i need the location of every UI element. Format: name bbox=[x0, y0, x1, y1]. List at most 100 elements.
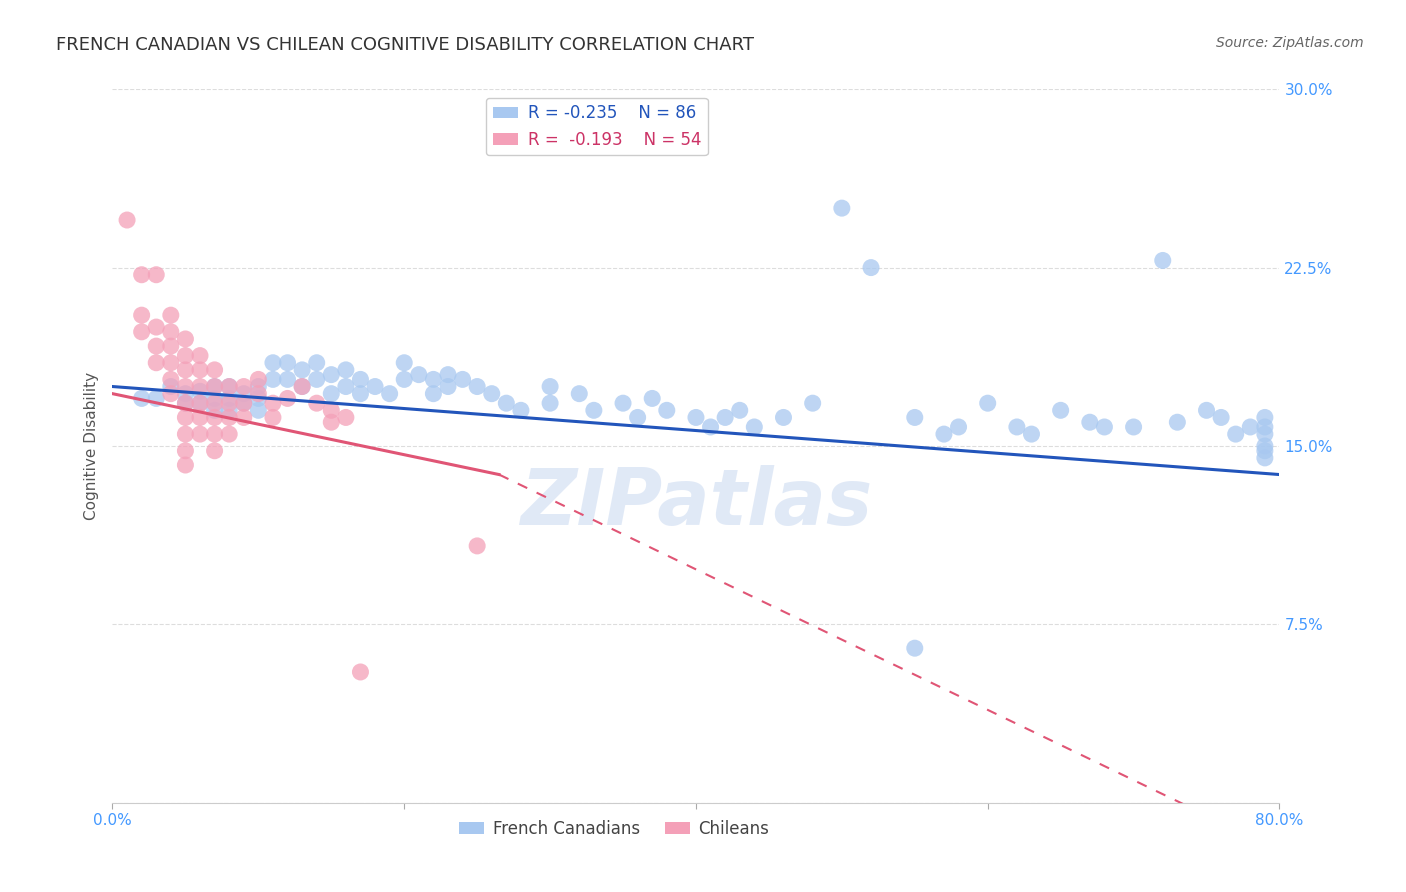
Point bbox=[1239, 420, 1261, 434]
Point bbox=[801, 396, 824, 410]
Point bbox=[451, 372, 474, 386]
Point bbox=[160, 325, 183, 339]
Point bbox=[174, 379, 197, 393]
Point bbox=[408, 368, 430, 382]
Point bbox=[218, 379, 240, 393]
Point bbox=[948, 420, 970, 434]
Point bbox=[188, 396, 211, 410]
Text: Source: ZipAtlas.com: Source: ZipAtlas.com bbox=[1216, 36, 1364, 50]
Point bbox=[321, 415, 343, 429]
Point bbox=[699, 420, 721, 434]
Point bbox=[247, 372, 270, 386]
Point bbox=[394, 356, 416, 370]
Point bbox=[305, 356, 328, 370]
Text: FRENCH CANADIAN VS CHILEAN COGNITIVE DISABILITY CORRELATION CHART: FRENCH CANADIAN VS CHILEAN COGNITIVE DIS… bbox=[56, 36, 754, 54]
Point bbox=[131, 325, 153, 339]
Point bbox=[465, 379, 488, 393]
Point bbox=[174, 410, 197, 425]
Point bbox=[291, 379, 314, 393]
Point bbox=[641, 392, 664, 406]
Point bbox=[218, 427, 240, 442]
Point bbox=[204, 410, 226, 425]
Point bbox=[305, 372, 328, 386]
Point bbox=[1254, 443, 1277, 458]
Point bbox=[976, 396, 998, 410]
Point bbox=[904, 410, 927, 425]
Point bbox=[437, 368, 460, 382]
Point bbox=[204, 379, 226, 393]
Point bbox=[321, 403, 343, 417]
Point bbox=[495, 396, 517, 410]
Point bbox=[321, 368, 343, 382]
Point bbox=[188, 396, 211, 410]
Point bbox=[174, 396, 197, 410]
Point bbox=[188, 379, 211, 393]
Point bbox=[1254, 427, 1277, 442]
Point bbox=[860, 260, 883, 275]
Point bbox=[321, 386, 343, 401]
Point bbox=[174, 396, 197, 410]
Point bbox=[247, 392, 270, 406]
Point bbox=[904, 641, 927, 656]
Point bbox=[437, 379, 460, 393]
Point bbox=[1122, 420, 1144, 434]
Point bbox=[538, 379, 561, 393]
Point bbox=[305, 396, 328, 410]
Point bbox=[262, 410, 284, 425]
Point bbox=[188, 363, 211, 377]
Point bbox=[262, 356, 284, 370]
Point bbox=[247, 379, 270, 393]
Point bbox=[131, 392, 153, 406]
Point bbox=[1209, 410, 1232, 425]
Point bbox=[262, 372, 284, 386]
Point bbox=[465, 539, 488, 553]
Point bbox=[349, 665, 371, 679]
Point bbox=[714, 410, 737, 425]
Point bbox=[291, 363, 314, 377]
Point bbox=[145, 268, 167, 282]
Point bbox=[742, 420, 765, 434]
Point bbox=[204, 379, 226, 393]
Point bbox=[335, 379, 357, 393]
Point bbox=[335, 410, 357, 425]
Point bbox=[276, 372, 298, 386]
Point bbox=[1152, 253, 1174, 268]
Point bbox=[174, 458, 197, 472]
Point bbox=[174, 349, 197, 363]
Point bbox=[394, 372, 416, 386]
Point bbox=[349, 372, 371, 386]
Point bbox=[1094, 420, 1116, 434]
Point bbox=[160, 372, 183, 386]
Y-axis label: Cognitive Disability: Cognitive Disability bbox=[83, 372, 98, 520]
Point bbox=[349, 386, 371, 401]
Point bbox=[188, 384, 211, 399]
Point bbox=[364, 379, 387, 393]
Point bbox=[131, 268, 153, 282]
Point bbox=[174, 386, 197, 401]
Point bbox=[422, 386, 444, 401]
Point bbox=[772, 410, 794, 425]
Point bbox=[247, 386, 270, 401]
Point bbox=[232, 386, 254, 401]
Point bbox=[204, 363, 226, 377]
Point bbox=[422, 372, 444, 386]
Point bbox=[831, 201, 853, 215]
Point bbox=[232, 410, 254, 425]
Point bbox=[262, 396, 284, 410]
Point bbox=[335, 363, 357, 377]
Point bbox=[174, 443, 197, 458]
Point bbox=[1254, 439, 1277, 453]
Point bbox=[1078, 415, 1101, 429]
Point bbox=[291, 379, 314, 393]
Point bbox=[115, 213, 138, 227]
Point bbox=[218, 392, 240, 406]
Point bbox=[145, 320, 167, 334]
Point bbox=[276, 392, 298, 406]
Point bbox=[232, 396, 254, 410]
Point bbox=[174, 363, 197, 377]
Text: ZIPatlas: ZIPatlas bbox=[520, 465, 872, 541]
Point bbox=[655, 403, 678, 417]
Point bbox=[582, 403, 605, 417]
Point bbox=[145, 392, 167, 406]
Point bbox=[481, 386, 503, 401]
